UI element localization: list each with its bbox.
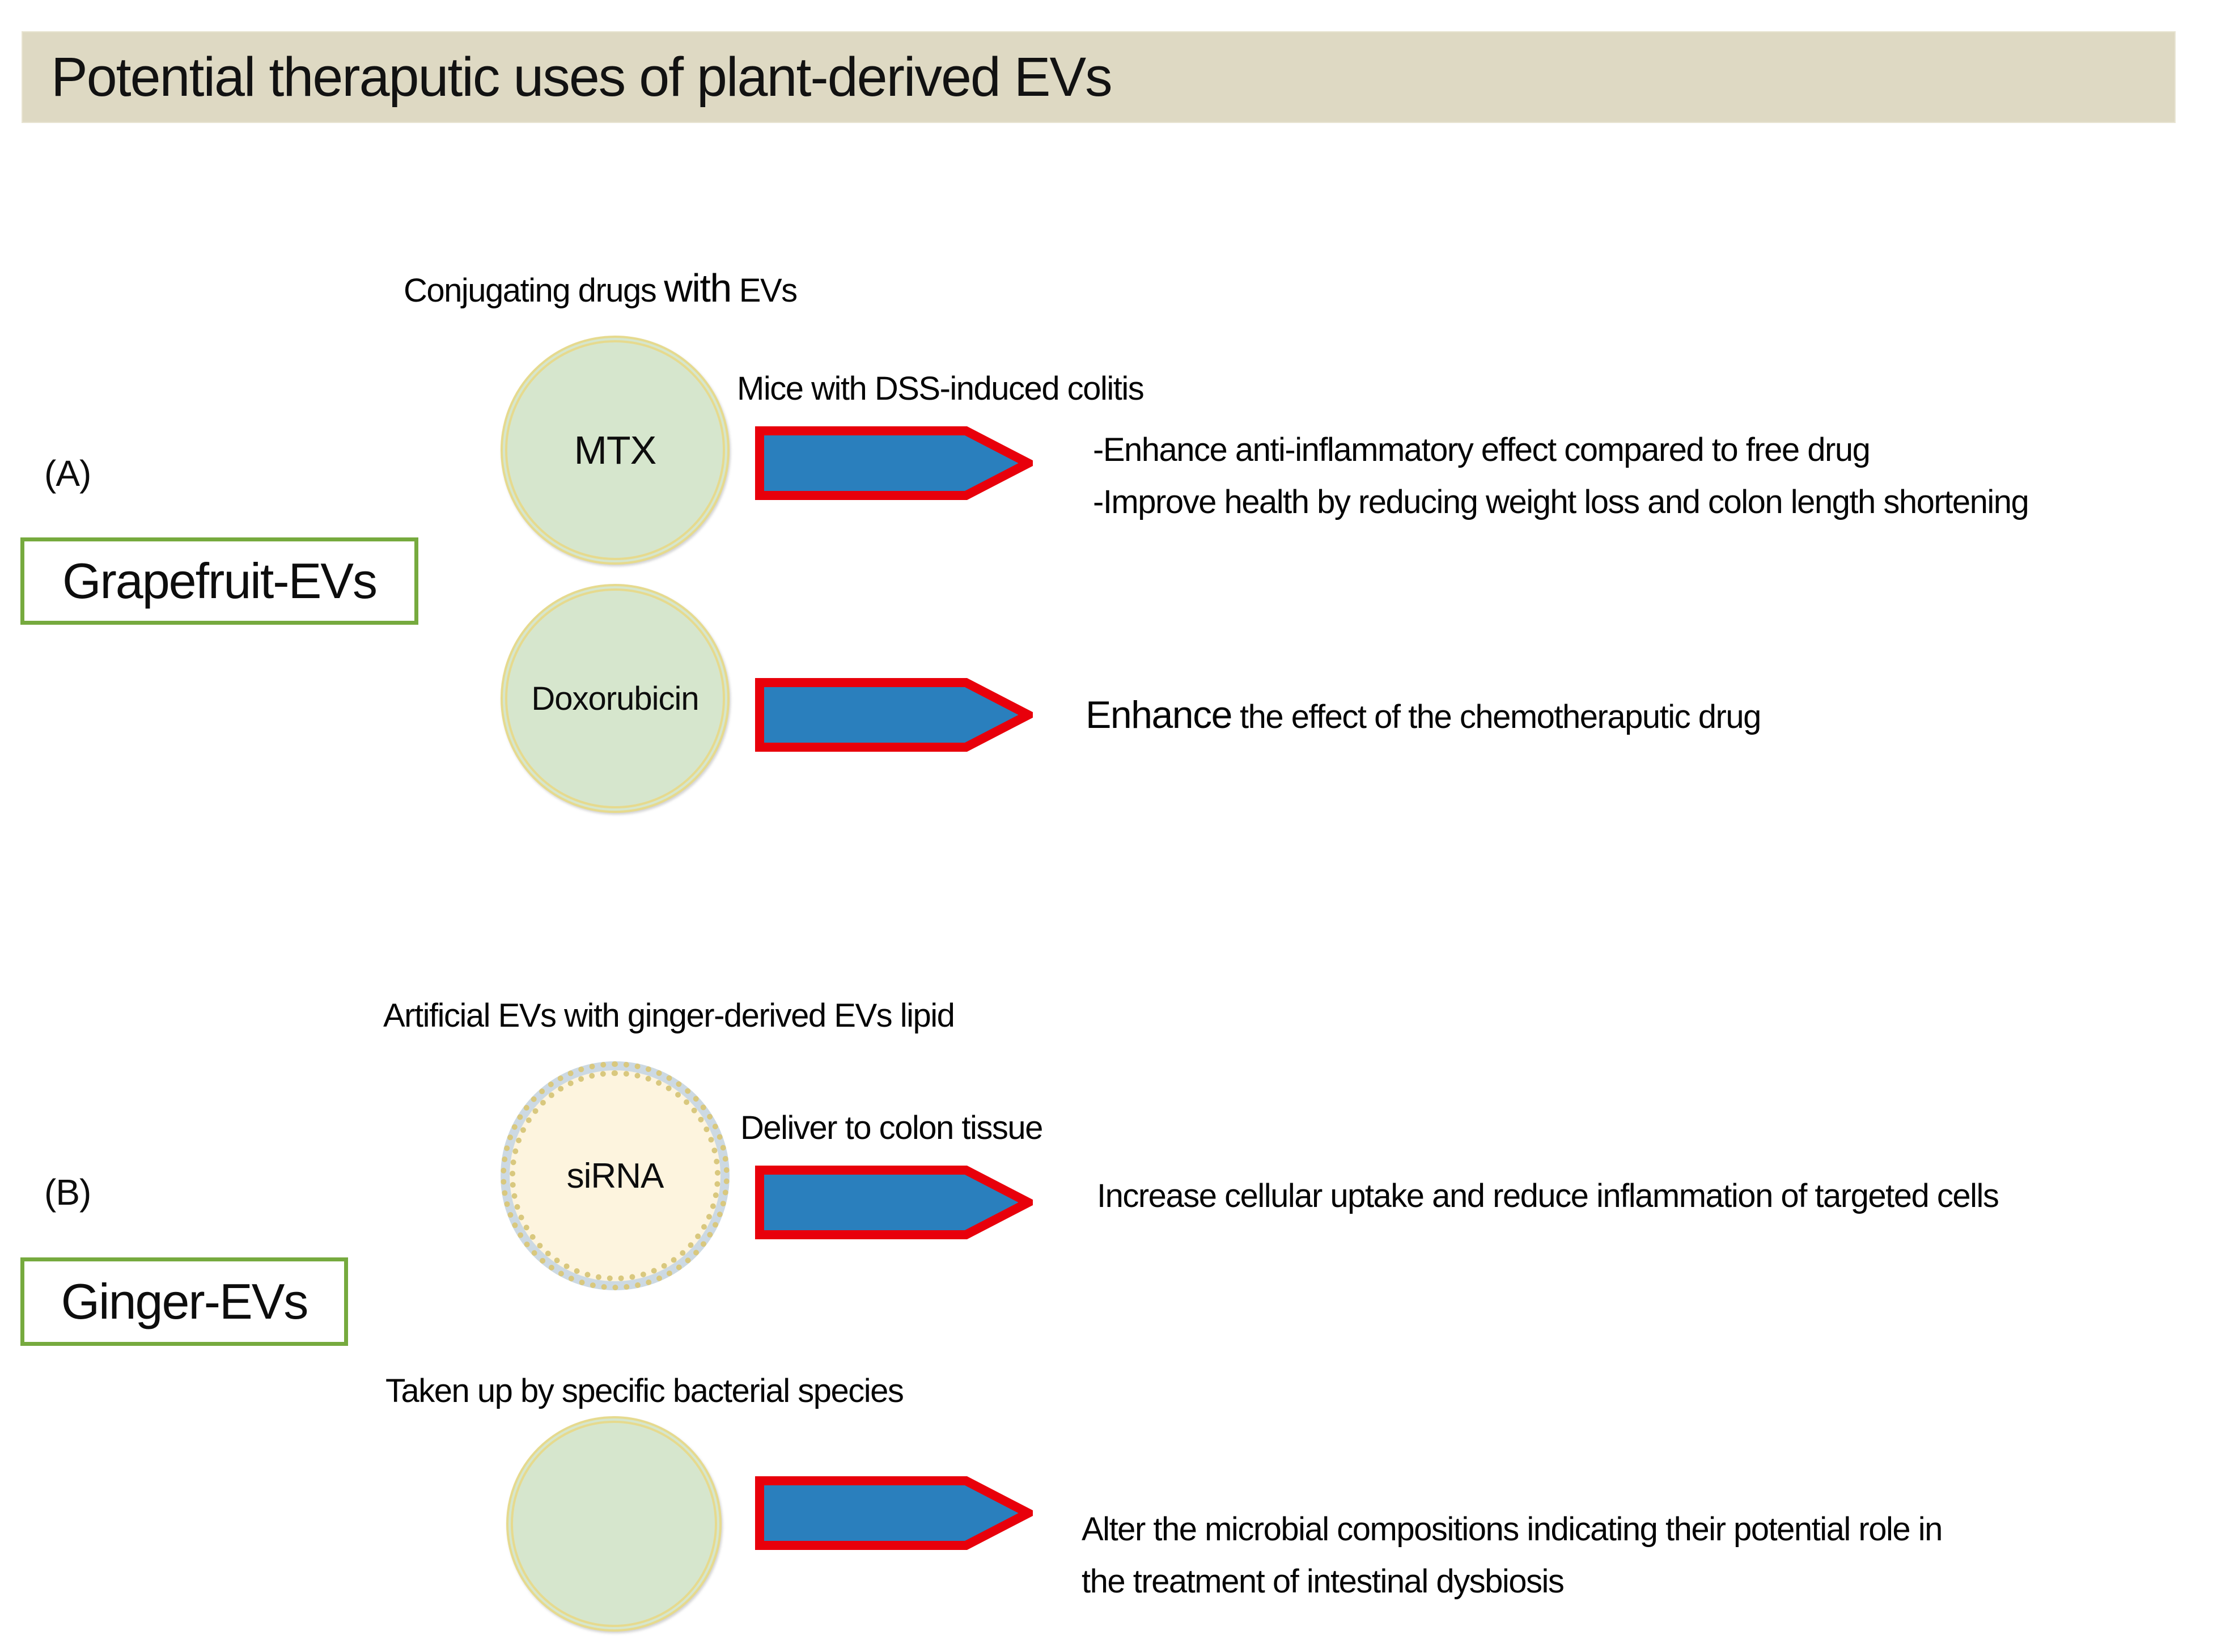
ginger-evs-box-label: Ginger-EVs xyxy=(61,1273,309,1329)
outcome-microbial: Alter the microbial compositions indicat… xyxy=(1082,1503,1943,1608)
grapefruit-evs-box-label: Grapefruit-EVs xyxy=(62,553,378,609)
outcome-doxorubicin-rest: the effect of the chemotheraputic drug xyxy=(1239,698,1761,735)
unlabeled-ev-circle xyxy=(506,1416,722,1632)
sirna-artificial-ev-circle: siRNA xyxy=(501,1061,730,1290)
ginger-evs-box: Ginger-EVs xyxy=(20,1257,348,1346)
flow-arrow-1 xyxy=(755,426,1033,500)
method-header-part1: Conjugating drugs xyxy=(404,272,657,309)
title-bar: Potential theraputic uses of plant-deriv… xyxy=(22,31,2176,123)
flow-arrow-4 xyxy=(755,1476,1033,1550)
flow-arrow-3 xyxy=(755,1166,1033,1239)
mtx-ev-circle-label: MTX xyxy=(574,428,657,472)
grapefruit-evs-box: Grapefruit-EVs xyxy=(20,537,418,625)
outcome-doxorubicin-emphasis: Enhance xyxy=(1086,693,1232,736)
arrow-caption-deliver-colon: Deliver to colon tissue xyxy=(740,1109,1043,1146)
section-a-method-header: Conjugating drugs with EVs xyxy=(404,265,798,311)
outcome-microbial-line1: Alter the microbial compositions indicat… xyxy=(1082,1511,1943,1548)
doxorubicin-ev-circle-label: Doxorubicin xyxy=(531,680,699,717)
outcome-microbial-line2: the treatment of intestinal dysbiosis xyxy=(1082,1563,1565,1600)
section-b-method-header-1: Artificial EVs with ginger-derived EVs l… xyxy=(383,997,955,1034)
section-b-label: (B) xyxy=(44,1172,91,1213)
section-b-method-header-2: Taken up by specific bacterial species xyxy=(385,1373,904,1409)
outcome-doxorubicin: Enhance the effect of the chemotheraputic… xyxy=(1086,693,1761,737)
method-header-part2: with xyxy=(664,266,732,310)
section-a-label: (A) xyxy=(44,453,91,494)
outcome-sirna: Increase cellular uptake and reduce infl… xyxy=(1097,1177,1999,1214)
outcome-mtx-line1: -Enhance anti-inflammatory effect compar… xyxy=(1093,431,1871,468)
outcome-mtx: -Enhance anti-inflammatory effect compar… xyxy=(1093,424,2029,528)
figure-title: Potential theraputic uses of plant-deriv… xyxy=(51,46,1113,108)
mtx-ev-circle: MTX xyxy=(501,336,730,565)
flow-arrow-2 xyxy=(755,678,1033,752)
method-header-part3: EVs xyxy=(739,272,798,309)
doxorubicin-ev-circle: Doxorubicin xyxy=(501,584,730,813)
sirna-artificial-ev-label: siRNA xyxy=(566,1156,664,1196)
arrow-caption-dss-colitis: Mice with DSS-induced colitis xyxy=(737,370,1145,407)
outcome-mtx-line2: -Improve health by reducing weight loss … xyxy=(1093,484,2029,520)
